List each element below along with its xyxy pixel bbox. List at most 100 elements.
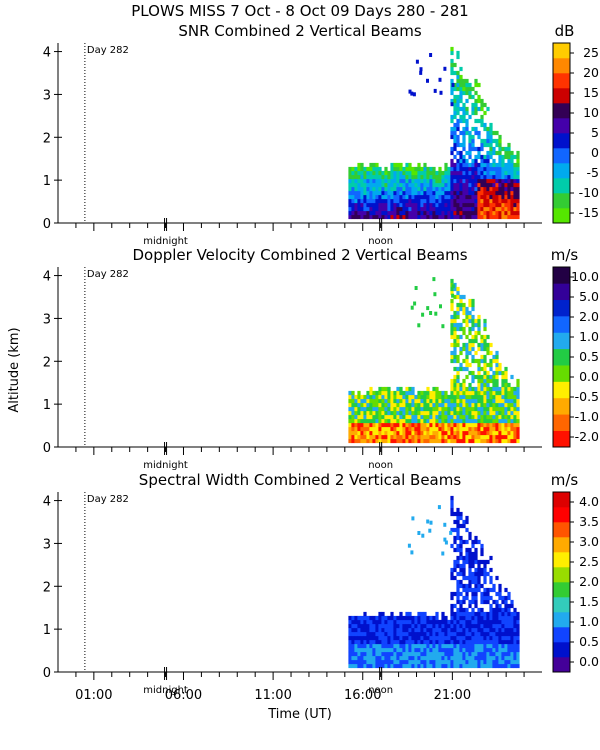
echo-cell xyxy=(435,655,439,661)
echo-cell xyxy=(477,418,481,424)
echo-cell xyxy=(387,627,391,633)
echo-cell xyxy=(477,539,481,545)
echo-cell xyxy=(459,306,463,312)
echo-cell xyxy=(348,198,352,204)
echo-cell xyxy=(477,398,481,404)
echo-cell xyxy=(348,422,352,428)
echo-cell xyxy=(480,170,484,176)
echo-cell xyxy=(447,394,451,400)
echo-cell xyxy=(456,198,460,204)
echo-cell xyxy=(477,326,481,332)
echo-cell xyxy=(450,86,454,92)
echo-cell xyxy=(357,202,361,208)
echo-cell xyxy=(410,91,414,96)
echo-cell xyxy=(504,631,508,637)
echo-cell xyxy=(369,414,373,420)
echo-cell xyxy=(441,190,445,196)
echo-cell xyxy=(456,358,460,364)
echo-cell xyxy=(423,182,427,188)
echo-cell xyxy=(492,146,496,152)
echo-cell xyxy=(465,655,469,661)
echo-cell xyxy=(387,639,391,645)
echo-cell xyxy=(420,623,424,629)
echo-cell xyxy=(456,378,460,384)
echo-cell xyxy=(495,438,499,444)
echo-cell xyxy=(501,430,505,436)
echo-cell xyxy=(456,418,460,424)
echo-cell xyxy=(456,615,460,621)
x-tick-label: 21:00 xyxy=(434,688,471,703)
echo-cell xyxy=(393,202,397,208)
echo-cell xyxy=(516,186,520,192)
echo-cell xyxy=(354,198,358,204)
echo-cell xyxy=(402,402,406,408)
echo-cell xyxy=(444,198,448,204)
echo-cell xyxy=(441,390,445,396)
echo-cell xyxy=(447,430,451,436)
echo-cell xyxy=(459,66,463,72)
colorbar-unit: m/s xyxy=(551,471,579,489)
echo-cell xyxy=(420,174,424,180)
echo-cell xyxy=(357,418,361,424)
echo-cell xyxy=(450,178,454,184)
echo-cell xyxy=(507,198,511,204)
echo-cell xyxy=(465,551,469,557)
echo-cell xyxy=(492,631,496,637)
echo-cell xyxy=(477,651,481,657)
echo-cell xyxy=(375,414,379,420)
echo-cell xyxy=(426,619,430,625)
echo-cell xyxy=(471,619,475,625)
echo-cell xyxy=(399,659,403,665)
echo-cell xyxy=(498,170,502,176)
echo-cell xyxy=(516,623,520,629)
echo-cell xyxy=(372,410,376,416)
echo-cell xyxy=(348,623,352,629)
echo-cell xyxy=(426,615,430,621)
echo-cell xyxy=(426,394,430,400)
echo-cell xyxy=(381,643,385,649)
echo-cell xyxy=(450,382,454,388)
echo-cell xyxy=(375,186,379,192)
echo-cell xyxy=(489,575,493,581)
echo-cell xyxy=(456,515,460,521)
echo-cell xyxy=(411,174,415,180)
echo-cell xyxy=(513,406,517,412)
echo-cell xyxy=(429,311,433,315)
echo-cell xyxy=(504,202,508,208)
panel-3: Spectral Width Combined 2 Vertical Beams… xyxy=(43,471,599,703)
echo-cell xyxy=(495,398,499,404)
echo-cell xyxy=(414,194,418,200)
y-tick-label: 0 xyxy=(43,441,51,456)
echo-cell xyxy=(417,186,421,192)
echo-cell xyxy=(471,543,475,549)
echo-cell xyxy=(357,631,361,637)
echo-cell xyxy=(444,202,448,208)
echo-cell xyxy=(372,631,376,637)
echo-cell xyxy=(384,643,388,649)
echo-cell xyxy=(507,162,511,168)
echo-cell xyxy=(513,643,517,649)
echo-cell xyxy=(489,627,493,633)
echo-cell xyxy=(495,354,499,360)
colorbar-swatch xyxy=(553,178,570,194)
echo-cell xyxy=(453,663,457,669)
echo-cell xyxy=(474,587,478,593)
echo-cell xyxy=(354,174,358,180)
echo-cell xyxy=(360,619,364,625)
echo-cell xyxy=(504,603,508,609)
echo-cell xyxy=(462,142,466,148)
echo-cell xyxy=(354,663,358,669)
echo-cell xyxy=(453,138,457,144)
echo-cell xyxy=(399,402,403,408)
echo-cell xyxy=(483,611,487,617)
echo-cell xyxy=(474,619,478,625)
echo-cell xyxy=(465,587,469,593)
echo-cell xyxy=(444,639,448,645)
echo-cell xyxy=(450,655,454,661)
echo-cell xyxy=(429,53,433,57)
echo-cell xyxy=(462,162,466,168)
echo-cell xyxy=(378,202,382,208)
echo-cell xyxy=(372,422,376,428)
echo-cell xyxy=(384,174,388,180)
echo-cell xyxy=(381,627,385,633)
